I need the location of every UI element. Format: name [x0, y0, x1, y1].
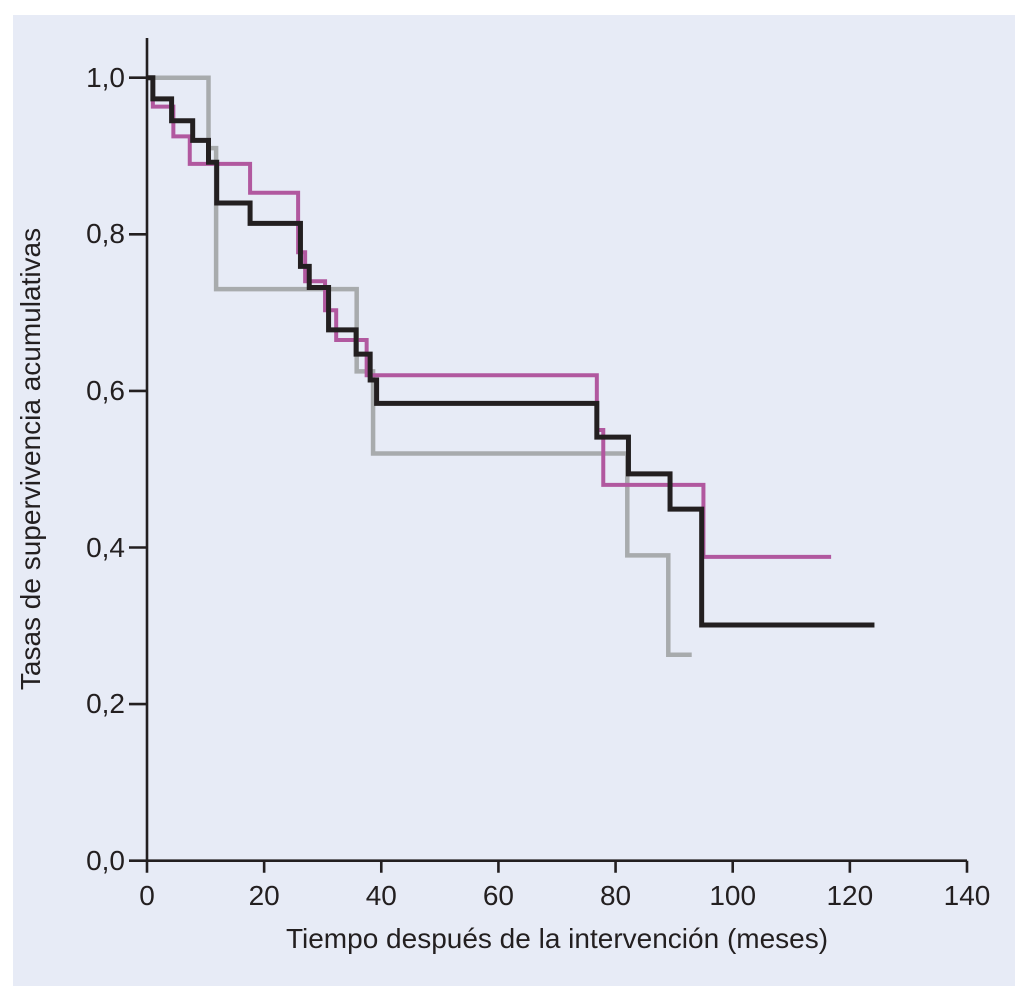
y-tick-label: 0,6	[86, 374, 125, 406]
y-axis-title: Tasas de supervivencia acumulativas	[15, 227, 46, 691]
survival-curve-black	[147, 75, 875, 628]
x-axis-title: Tiempo después de la intervención (meses…	[285, 923, 829, 954]
y-tick-label: 0,2	[86, 688, 125, 720]
x-tick-label: 100	[709, 880, 757, 911]
y-tick-label: 1,0	[86, 61, 125, 93]
x-tick-label: 120	[826, 880, 874, 911]
y-tick-label: 0,0	[86, 844, 125, 876]
x-tick-marks	[145, 860, 969, 873]
x-tick-label: 0	[139, 880, 155, 911]
x-tick-label: 80	[599, 880, 632, 911]
y-tick-label: 0,4	[86, 531, 125, 563]
x-tick-label: 140	[943, 880, 991, 911]
x-tick-label: 60	[482, 880, 514, 911]
chart-panel	[13, 15, 1015, 986]
y-tick-label: 0,8	[86, 218, 125, 250]
survival-curve-magenta	[147, 75, 832, 559]
axis-lines	[145, 38, 967, 862]
x-tick-label: 40	[365, 880, 397, 911]
x-tick-label: 20	[248, 880, 280, 911]
y-tick-marks	[129, 76, 147, 862]
